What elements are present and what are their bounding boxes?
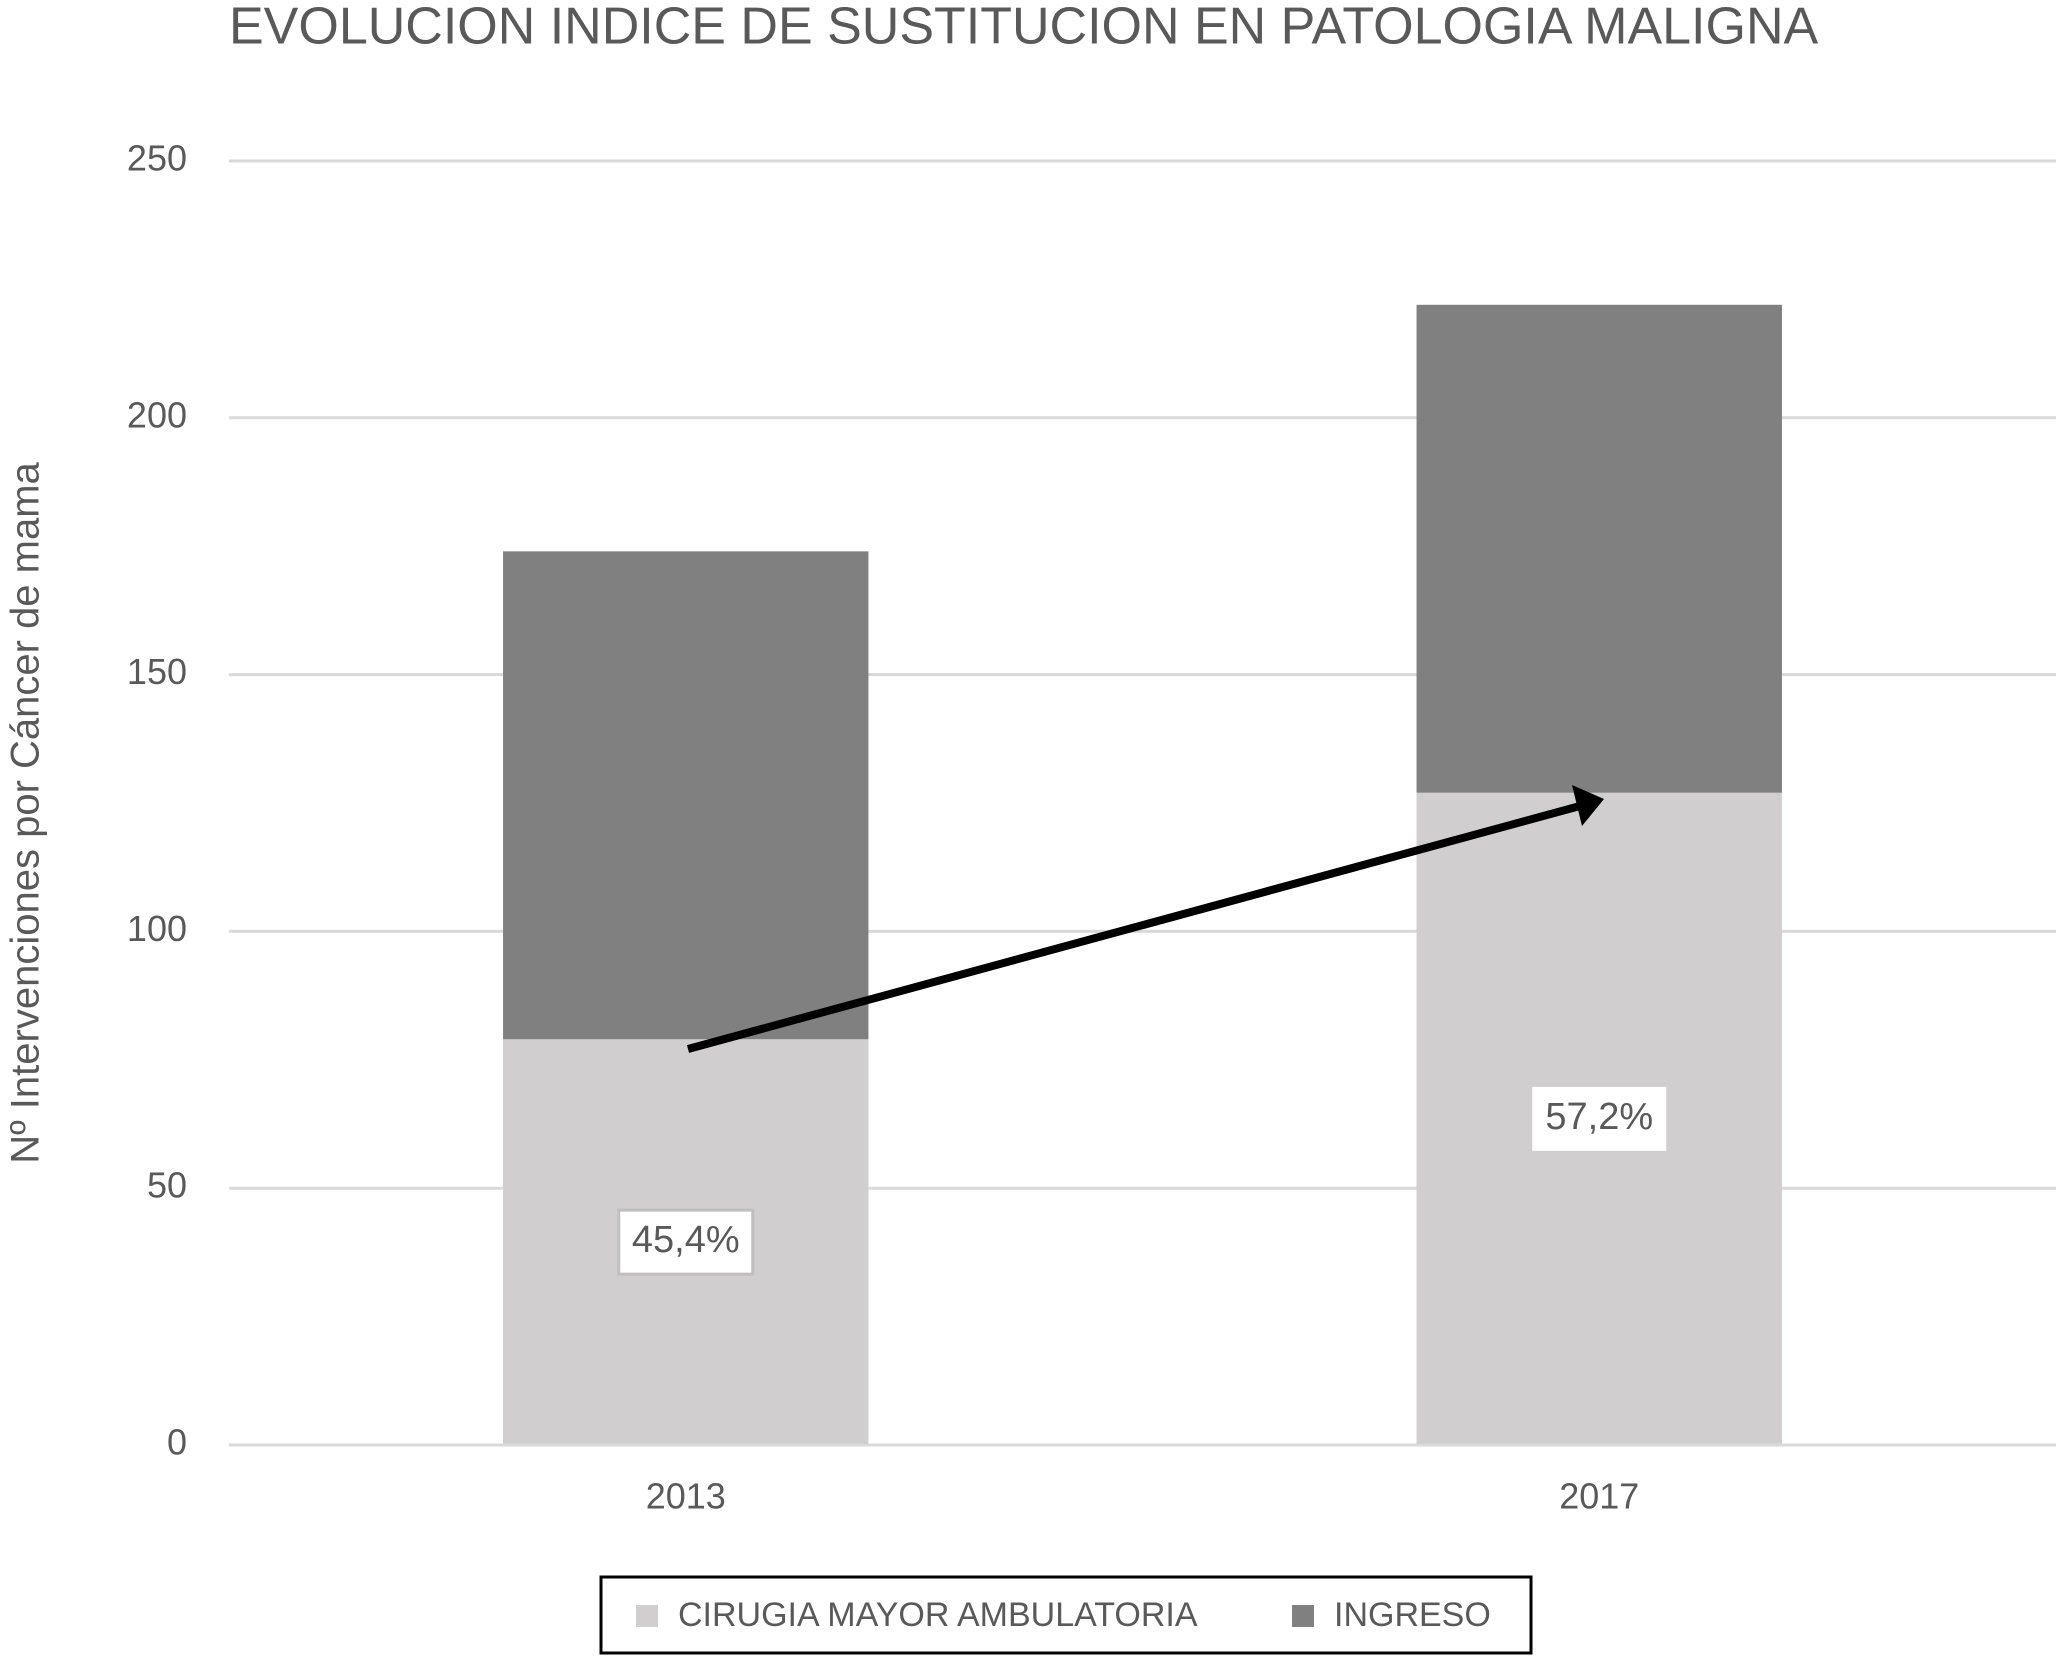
arrow-head (1572, 785, 1604, 826)
arrow-line (686, 802, 1582, 1053)
y-tick-label: 200 (127, 394, 187, 435)
annotation-box (1532, 1086, 1667, 1151)
legend-label: CIRUGIA MAYOR AMBULATORIA (678, 1596, 1198, 1634)
y-tick-label: 150 (127, 651, 187, 692)
bar-segment (1416, 304, 1782, 793)
annotation-box (617, 1208, 755, 1276)
x-tick-label: 2017 (1559, 1476, 1639, 1517)
legend-swatch (1292, 1605, 1314, 1627)
trend-arrow (686, 785, 1604, 1053)
y-tick-label: 50 (147, 1165, 187, 1206)
bar-segment (503, 551, 869, 1040)
y-tick-label: 100 (127, 908, 187, 949)
legend: CIRUGIA MAYOR AMBULATORIA INGRESO (636, 1596, 1491, 1634)
annotations: 45,4% 57,2% (617, 1086, 1667, 1276)
legend-swatch (636, 1605, 658, 1627)
legend-box (599, 1575, 1533, 1655)
y-tick-label: 250 (127, 138, 187, 179)
plot-area: 0 50 100 150 200 250 2013 2017 (127, 138, 2056, 1517)
annotation: 45,4% (632, 1219, 740, 1261)
chart-title: EVOLUCION INDICE DE SUSTITUCION EN PATOL… (229, 0, 1818, 56)
annotation: 57,2% (1545, 1096, 1653, 1138)
x-tick-label: 2013 (646, 1476, 726, 1517)
y-axis-label: Nº Intervenciones por Cáncer de mama (4, 461, 48, 1163)
legend-label: INGRESO (1334, 1596, 1491, 1634)
y-tick-label: 0 (167, 1422, 187, 1463)
